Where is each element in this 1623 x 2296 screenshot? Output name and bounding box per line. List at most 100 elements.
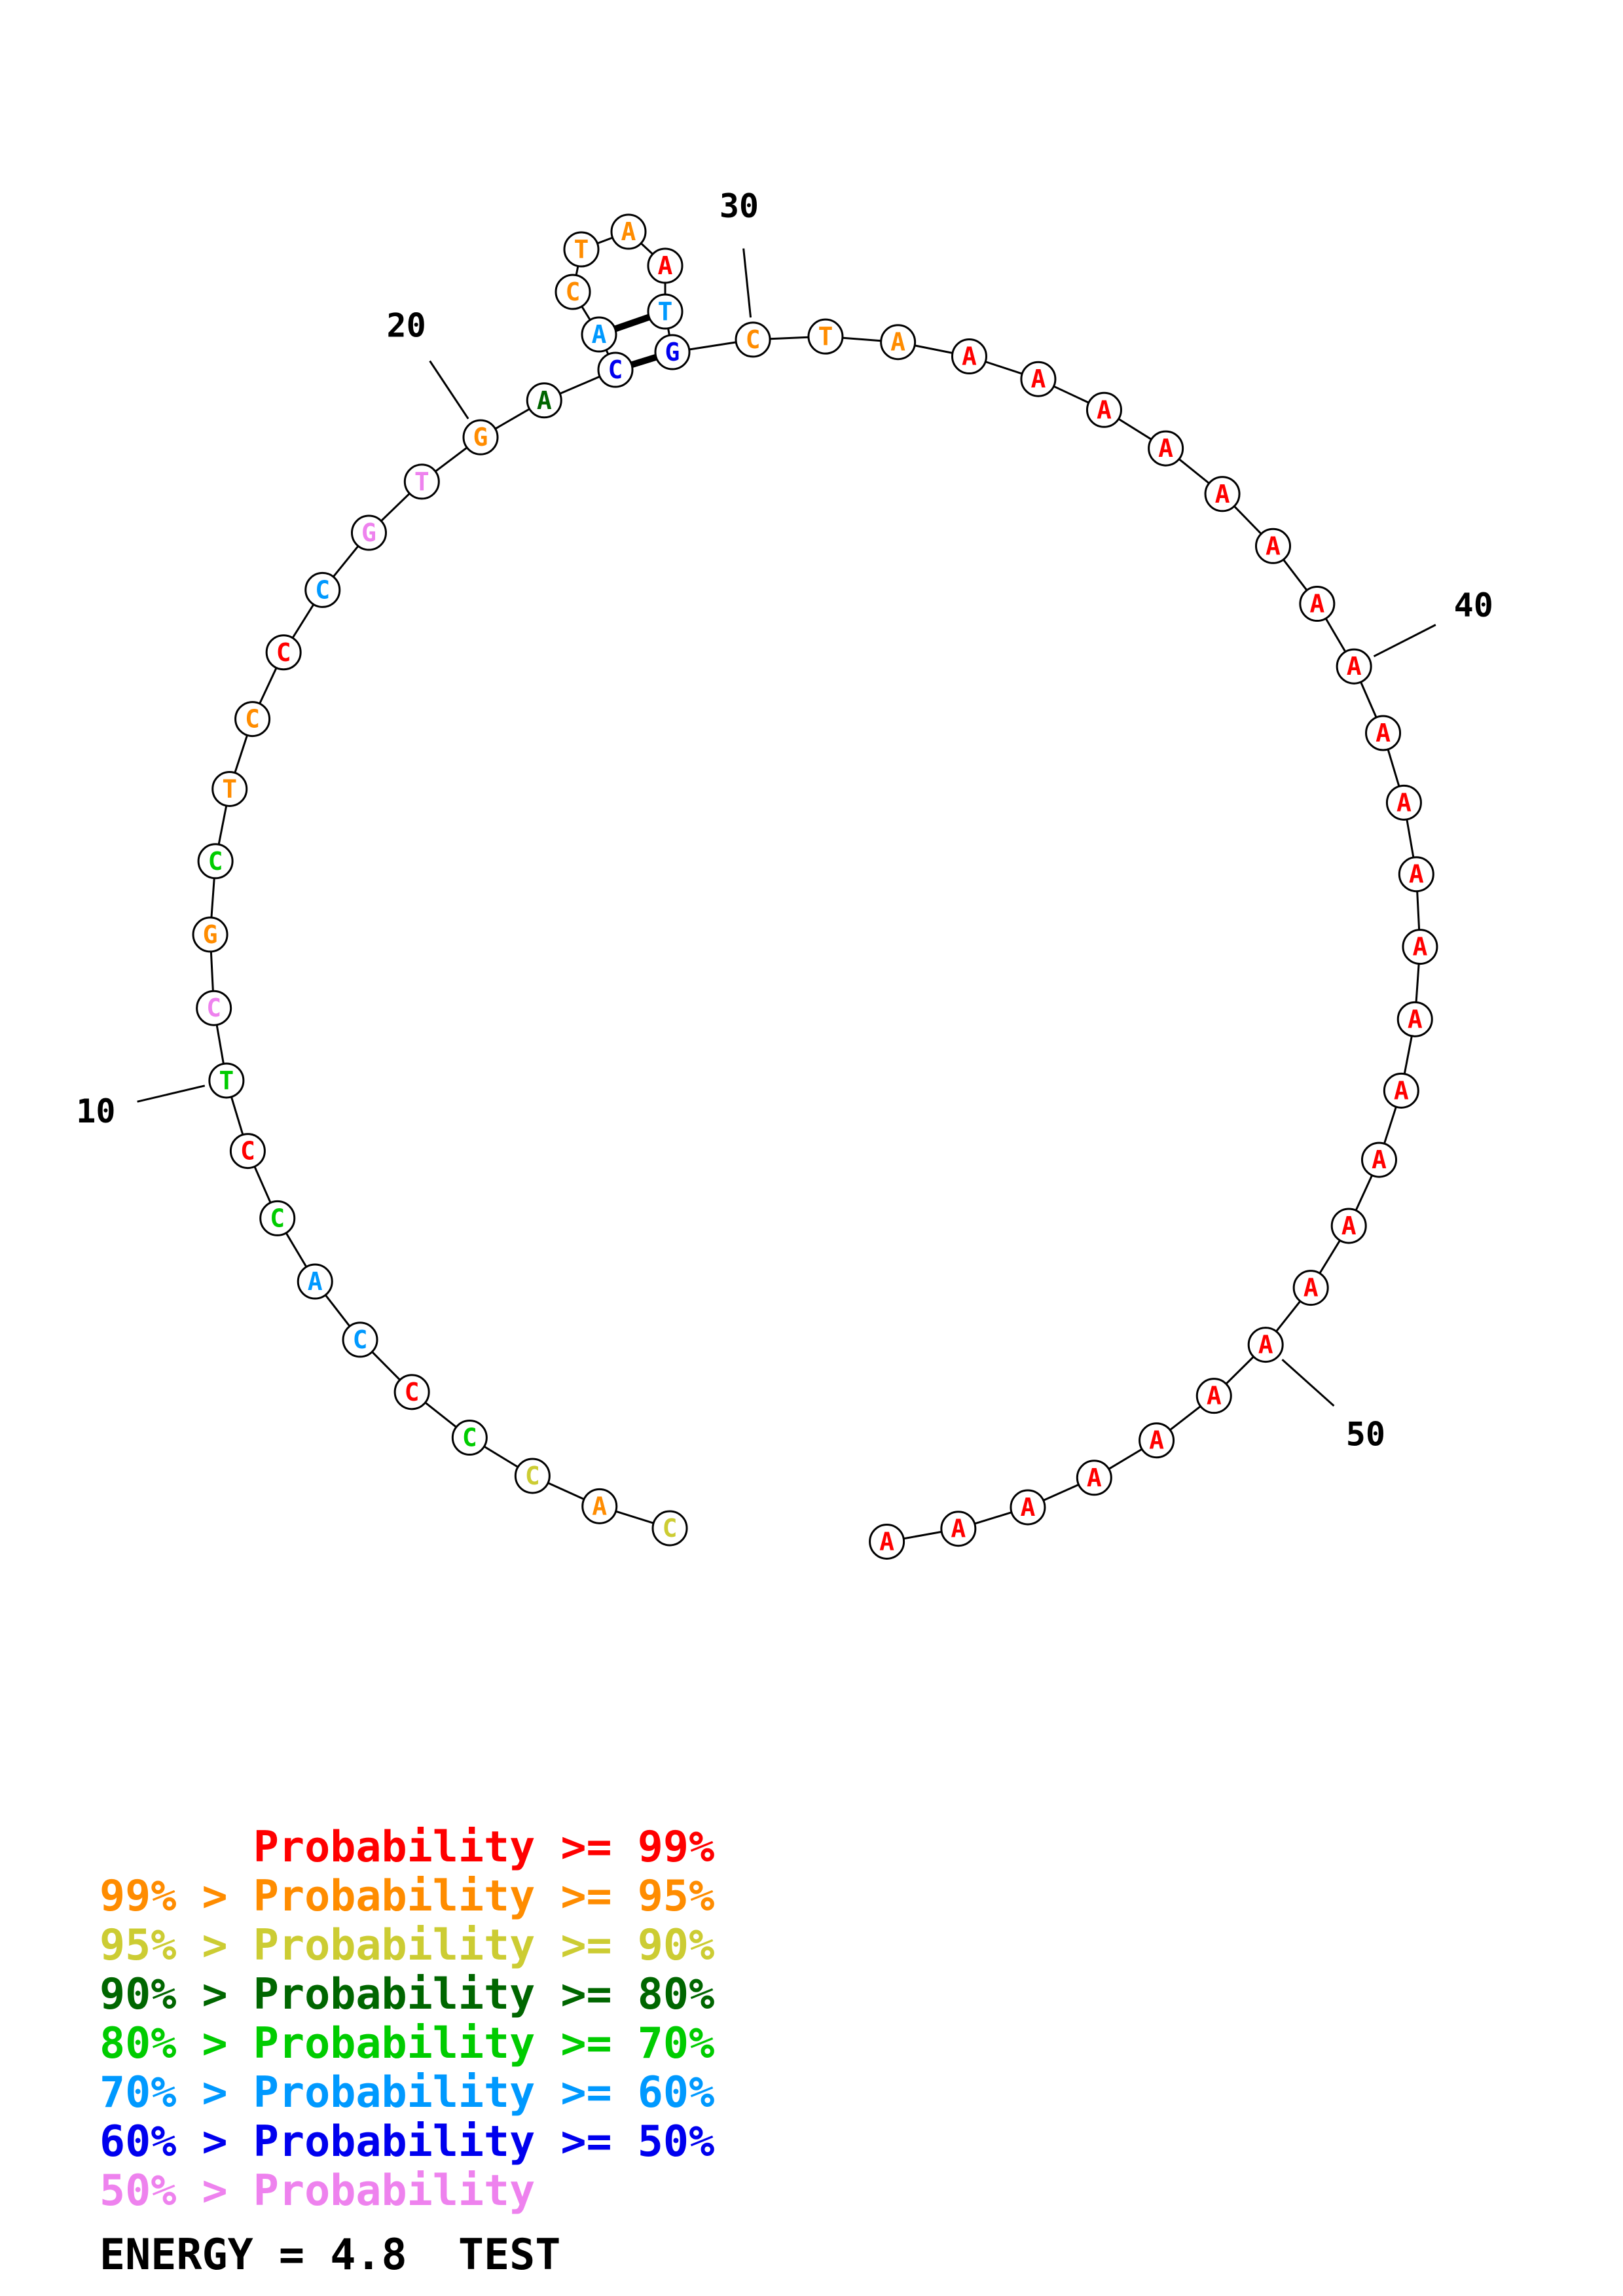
base-letter: A bbox=[1396, 788, 1412, 817]
base-letter: A bbox=[537, 386, 552, 415]
base-circle bbox=[610, 213, 647, 250]
position-label: 50 bbox=[1346, 1415, 1385, 1453]
base-letter: C bbox=[746, 325, 761, 354]
base-letter: A bbox=[1304, 1274, 1319, 1302]
base-letter: A bbox=[308, 1267, 323, 1296]
base-circle bbox=[350, 514, 387, 551]
base-letter: C bbox=[240, 1137, 255, 1166]
base-letter: A bbox=[951, 1515, 966, 1543]
base-circle bbox=[1247, 1327, 1284, 1363]
base-circle bbox=[1365, 715, 1402, 751]
base-circle bbox=[1330, 1208, 1367, 1244]
backbone bbox=[209, 230, 1421, 1543]
base-circle bbox=[393, 1374, 430, 1410]
base-circle bbox=[647, 293, 684, 330]
base-letter: C bbox=[566, 278, 581, 306]
base-letter: T bbox=[219, 1066, 234, 1095]
base-circle bbox=[563, 231, 600, 268]
position-tick-line bbox=[742, 248, 752, 318]
base-letter: G bbox=[665, 338, 680, 367]
base-circle bbox=[1396, 1001, 1433, 1037]
base-circle bbox=[197, 843, 234, 880]
base-circle bbox=[265, 634, 302, 671]
base-letter: A bbox=[890, 328, 905, 357]
base-circle bbox=[807, 318, 844, 355]
base-circle bbox=[196, 990, 232, 1026]
base-letter: C bbox=[315, 575, 330, 604]
base-circle bbox=[654, 334, 691, 370]
base-letter: C bbox=[276, 638, 291, 667]
base-letter: A bbox=[1215, 480, 1230, 509]
base-letter: A bbox=[621, 217, 636, 246]
base-circle bbox=[514, 1458, 551, 1494]
legend-row: 80% > Probability >= 70% bbox=[100, 2019, 715, 2068]
position-label: 40 bbox=[1454, 586, 1493, 624]
probability-legend: Probability >= 99% 99% > Probability >= 9… bbox=[100, 1823, 714, 2215]
legend-row: 70% > Probability >= 60% bbox=[100, 2068, 715, 2117]
base-circle bbox=[1402, 929, 1438, 965]
position-tick-line bbox=[1281, 1359, 1335, 1407]
base-letter: A bbox=[1409, 860, 1424, 889]
base-letter: C bbox=[270, 1204, 285, 1232]
base-letter: A bbox=[592, 1492, 607, 1520]
base-circle bbox=[342, 1321, 378, 1358]
base-circle bbox=[1076, 1460, 1112, 1496]
base-circle bbox=[951, 338, 987, 375]
base-circle bbox=[1383, 1072, 1419, 1109]
position-tick-line bbox=[429, 360, 469, 420]
legend-row: 50% > Probability bbox=[100, 2166, 536, 2215]
legend-row: 60% > Probability >= 50% bbox=[100, 2117, 715, 2166]
legend-row: 90% > Probability >= 80% bbox=[100, 1970, 715, 2019]
base-circle bbox=[1204, 476, 1241, 512]
base-circle bbox=[1085, 391, 1122, 428]
base-letter: A bbox=[1149, 1426, 1164, 1455]
base-circle bbox=[1360, 1141, 1397, 1178]
base-circle bbox=[647, 247, 684, 284]
base-circle bbox=[297, 1263, 333, 1300]
position-label: 10 bbox=[76, 1092, 115, 1130]
position-labels: 10 20 30 40 50 bbox=[76, 187, 1493, 1453]
base-letter: A bbox=[879, 1527, 894, 1556]
base-letter: A bbox=[1372, 1145, 1387, 1174]
base-letter: T bbox=[818, 322, 833, 351]
base-letter: G bbox=[473, 423, 488, 452]
base-circle bbox=[229, 1133, 266, 1170]
base-letter: C bbox=[663, 1514, 678, 1543]
base-letter: A bbox=[1309, 590, 1324, 619]
base-letter: A bbox=[1087, 1463, 1102, 1492]
base-circle bbox=[735, 321, 771, 358]
base-circle bbox=[1255, 528, 1292, 564]
base-circle bbox=[462, 419, 499, 456]
base-letter: A bbox=[1341, 1211, 1357, 1240]
base-letter: C bbox=[525, 1462, 540, 1490]
base-circle bbox=[1336, 648, 1372, 685]
base-letter: A bbox=[1020, 1493, 1035, 1522]
base-circle bbox=[208, 1062, 245, 1099]
base-circle bbox=[581, 316, 617, 353]
base-circle bbox=[1292, 1270, 1329, 1306]
base-letter: C bbox=[206, 994, 221, 1022]
base-letter: A bbox=[1030, 365, 1046, 393]
base-letter: T bbox=[414, 467, 429, 496]
base-circle bbox=[192, 916, 228, 953]
base-letter: A bbox=[1158, 434, 1173, 463]
base-letter: A bbox=[962, 342, 977, 371]
base-circle bbox=[526, 382, 562, 419]
position-tick-line bbox=[137, 1085, 206, 1103]
base-letter: A bbox=[1097, 395, 1112, 424]
base-letter: C bbox=[405, 1378, 420, 1407]
base-circle bbox=[555, 274, 591, 310]
base-circle bbox=[259, 1200, 296, 1236]
legend-row: 99% > Probability >= 95% bbox=[100, 1872, 715, 1921]
legend-row: 95% > Probability >= 90% bbox=[100, 1921, 715, 1970]
base-circle bbox=[581, 1488, 618, 1524]
base-letter: A bbox=[1413, 933, 1428, 961]
base-letter: A bbox=[1207, 1382, 1222, 1410]
base-letter: C bbox=[608, 355, 623, 384]
base-circle bbox=[1385, 784, 1422, 821]
base-circle bbox=[880, 324, 917, 361]
base-letter: A bbox=[1376, 719, 1391, 747]
